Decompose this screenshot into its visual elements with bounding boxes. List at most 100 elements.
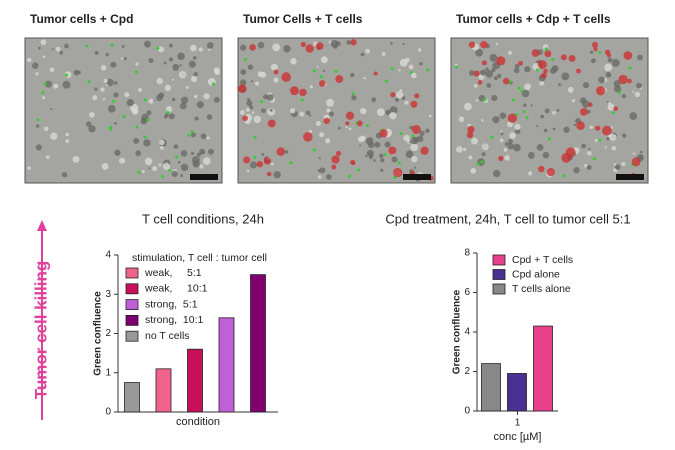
y-axis-label: Green confluence xyxy=(93,291,104,376)
cell xyxy=(284,150,289,154)
cell xyxy=(160,145,164,150)
scale-bar xyxy=(403,174,431,180)
cell xyxy=(363,76,366,80)
cell xyxy=(206,114,213,120)
cell xyxy=(389,106,398,115)
red-cell xyxy=(267,119,276,128)
panel-label: Tumor cells + Cpd xyxy=(30,12,133,26)
cell xyxy=(148,167,151,170)
chart-title: T cell conditions, 24h xyxy=(142,211,264,226)
red-cell xyxy=(561,152,572,163)
bar xyxy=(481,363,501,412)
red-cell xyxy=(606,53,612,58)
cell xyxy=(261,108,266,114)
cell xyxy=(119,157,126,164)
cell xyxy=(371,97,377,103)
cell xyxy=(328,111,335,117)
green-cell xyxy=(87,80,91,84)
green-cell xyxy=(397,161,401,165)
red-cell xyxy=(256,160,264,168)
cell xyxy=(193,72,198,77)
cell xyxy=(101,163,109,170)
red-cell xyxy=(613,106,619,112)
cell xyxy=(381,52,386,56)
cell xyxy=(143,40,151,48)
legend-swatch xyxy=(492,254,506,266)
legend-label: strong, 10:1 xyxy=(145,314,204,326)
green-cell xyxy=(592,157,596,161)
green-cell xyxy=(168,169,172,173)
red-cell xyxy=(468,41,476,48)
green-cell xyxy=(259,100,263,104)
red-cell xyxy=(466,131,474,139)
cell xyxy=(45,155,50,159)
bar xyxy=(250,274,266,413)
cell xyxy=(44,80,53,88)
red-cell xyxy=(351,160,356,166)
bar xyxy=(533,325,553,412)
y-tick-label: 4 xyxy=(105,250,111,261)
y-tick-label: 0 xyxy=(464,406,470,417)
cell xyxy=(130,103,139,112)
cell xyxy=(468,70,475,76)
legend-swatch xyxy=(125,299,139,311)
cell xyxy=(364,155,368,158)
cell xyxy=(581,143,586,149)
red-cell xyxy=(411,124,421,135)
cell xyxy=(527,151,535,159)
red-cell xyxy=(263,157,272,165)
cell xyxy=(114,81,118,85)
red-cell xyxy=(467,125,475,134)
cell xyxy=(485,67,489,72)
cell xyxy=(611,58,620,67)
cell xyxy=(180,163,189,172)
green-cell xyxy=(399,131,403,135)
cell xyxy=(621,94,627,99)
red-cell xyxy=(540,72,547,79)
red-cell xyxy=(299,88,307,97)
cell xyxy=(369,153,374,158)
cell xyxy=(611,146,617,151)
green-cell xyxy=(547,137,551,141)
cell xyxy=(573,123,577,127)
y-tick-label: 6 xyxy=(464,287,470,298)
green-cell xyxy=(312,69,316,73)
cell xyxy=(491,67,496,73)
cell xyxy=(73,69,80,76)
bar xyxy=(218,317,235,413)
cell xyxy=(135,150,142,157)
cell xyxy=(376,108,385,117)
cell xyxy=(557,83,562,87)
cell xyxy=(573,166,580,174)
cell xyxy=(571,98,575,103)
cell xyxy=(629,112,638,121)
cell xyxy=(485,70,494,78)
cell xyxy=(254,81,260,86)
cell xyxy=(468,155,473,160)
green-cell xyxy=(244,58,248,62)
cell xyxy=(163,61,167,65)
green-cell xyxy=(411,134,415,138)
cell xyxy=(320,56,328,64)
cell xyxy=(191,76,198,83)
cell xyxy=(164,84,172,92)
chart-title: Cpd treatment, 24h, T cell to tumor cell… xyxy=(385,211,630,226)
cell xyxy=(389,112,397,120)
cell xyxy=(166,105,173,113)
green-cell xyxy=(160,174,164,178)
cell xyxy=(621,162,626,166)
cell xyxy=(317,169,321,173)
legend-label: strong, 5:1 xyxy=(145,298,198,310)
cell xyxy=(486,83,492,88)
green-cell xyxy=(508,80,512,84)
cell xyxy=(399,89,403,92)
red-cell xyxy=(300,41,306,48)
cell xyxy=(173,144,179,149)
green-cell xyxy=(312,148,316,152)
cell xyxy=(552,110,556,115)
cell xyxy=(481,152,486,157)
green-cell xyxy=(476,162,480,166)
cell xyxy=(42,55,46,59)
cell xyxy=(634,91,641,98)
red-cell xyxy=(335,75,344,84)
